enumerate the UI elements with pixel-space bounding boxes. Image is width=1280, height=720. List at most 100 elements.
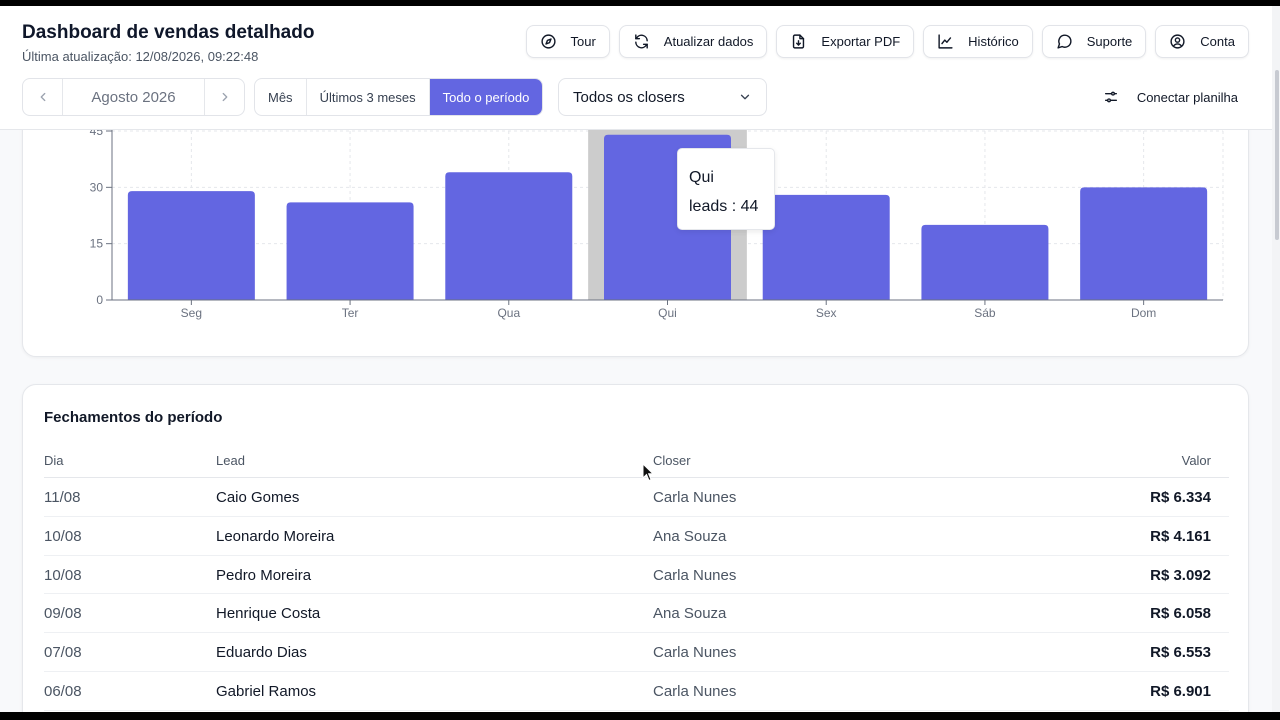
top-frame-edge [0, 0, 1280, 6]
filter-controls: Agosto 2026 Mês Últimos 3 meses Todo o p… [22, 78, 1250, 116]
compass-icon [540, 34, 556, 49]
chevron-left-icon [40, 92, 45, 102]
connect-sheet-label: Conectar planilha [1136, 89, 1238, 105]
cell-dia: 10/08 [44, 527, 82, 545]
prev-month-button[interactable] [23, 79, 62, 115]
bottom-frame-edge [0, 712, 1280, 720]
chart-tooltip: Qui leads : 44 [677, 148, 775, 230]
x-tick-label: Ter [342, 306, 359, 320]
tour-button[interactable]: Tour [525, 25, 610, 58]
x-tick-label: Sáb [974, 306, 996, 320]
cell-closer: Carla Nunes [653, 644, 737, 662]
column-header-closer[interactable]: Closer [653, 453, 691, 468]
tooltip-value: leads : 44 [689, 198, 759, 215]
table-row[interactable]: 09/08 Henrique Costa Ana Souza R$ 6.058 [44, 594, 1229, 634]
chevron-right-icon [222, 92, 227, 102]
cell-lead: Leonardo Moreira [216, 527, 335, 545]
x-tick-label: Qua [497, 306, 520, 320]
table-row[interactable]: 06/08 Gabriel Ramos Carla Nunes R$ 6.901 [44, 672, 1229, 711]
chat-bubble-icon [1057, 34, 1072, 49]
x-tick-label: Seg [181, 306, 202, 320]
x-tick-label: Sex [816, 306, 837, 320]
x-tick-label: Dom [1131, 306, 1156, 320]
table-row[interactable]: 07/08 Eduardo Dias Carla Nunes R$ 6.553 [44, 633, 1229, 672]
cell-dia: 07/08 [44, 644, 82, 662]
history-button[interactable]: Histórico [923, 25, 1033, 58]
export-pdf-label: Exportar PDF [821, 34, 901, 49]
line-chart-icon [938, 34, 953, 49]
cell-lead: Eduardo Dias [216, 644, 307, 662]
cell-dia: 06/08 [44, 682, 82, 700]
page-title: Dashboard de vendas detalhado [22, 22, 315, 43]
refresh-data-label: Atualizar dados [663, 34, 754, 49]
bar-sex [762, 194, 890, 300]
cell-valor: R$ 4.161 [1150, 527, 1211, 545]
y-tick-label: 30 [90, 180, 104, 194]
cell-closer: Carla Nunes [653, 566, 737, 584]
support-button[interactable]: Suporte [1041, 25, 1147, 58]
cell-valor: R$ 6.334 [1150, 489, 1211, 506]
cell-dia: 11/08 [44, 489, 81, 506]
chevron-down-icon [740, 94, 750, 100]
refresh-data-button[interactable]: Atualizar dados [618, 25, 768, 58]
header-actions: Tour Atualizar dados Exportar PDF Histór… [525, 25, 1249, 58]
scrollbar-thumb[interactable] [1275, 70, 1279, 240]
y-tick-label: 0 [96, 293, 103, 307]
mouse-cursor-icon [642, 463, 654, 482]
support-label: Suporte [1086, 34, 1133, 49]
next-month-button[interactable] [205, 79, 244, 115]
period-month-tab[interactable]: Mês [255, 79, 307, 115]
table-row[interactable]: 10/08 Leonardo Moreira Ana Souza R$ 4.16… [44, 517, 1229, 556]
y-tick-label: 15 [90, 237, 104, 251]
period-all-time-tab[interactable]: Todo o período [429, 79, 543, 115]
cell-valor: R$ 6.901 [1150, 682, 1211, 700]
table-header: Dia Lead Closer Valor [44, 447, 1229, 478]
cell-valor: R$ 6.553 [1150, 644, 1211, 662]
connect-sheet-button[interactable]: Conectar planilha [1103, 78, 1238, 116]
user-circle-icon [1170, 34, 1185, 49]
x-tick-label: Qui [658, 306, 677, 320]
account-button[interactable]: Conta [1155, 25, 1249, 58]
current-month: Agosto 2026 [62, 79, 205, 115]
closer-select-value: Todos os closers [573, 88, 685, 106]
cell-valor: R$ 3.092 [1150, 566, 1211, 584]
dashboard-header: Dashboard de vendas detalhado Última atu… [0, 6, 1272, 130]
file-pdf-icon [793, 34, 805, 49]
account-label: Conta [1200, 34, 1235, 49]
cell-lead: Caio Gomes [216, 489, 300, 506]
cell-valor: R$ 6.058 [1150, 605, 1211, 623]
cell-closer: Carla Nunes [653, 682, 737, 700]
export-pdf-button[interactable]: Exportar PDF [776, 25, 915, 58]
sliders-icon [1104, 91, 1117, 103]
cell-lead: Gabriel Ramos [216, 682, 317, 700]
tour-label: Tour [570, 34, 596, 49]
cell-dia: 10/08 [44, 566, 82, 584]
table-row[interactable]: 11/08 Caio Gomes Carla Nunes R$ 6.334 [44, 478, 1229, 517]
column-header-dia[interactable]: Dia [44, 453, 64, 468]
scrollbar-track[interactable] [1272, 6, 1280, 712]
history-label: Histórico [968, 34, 1019, 49]
bar-sáb [921, 224, 1049, 300]
bar-dom [1080, 187, 1208, 300]
table-row[interactable]: 10/08 Pedro Moreira Carla Nunes R$ 3.092 [44, 556, 1229, 595]
column-header-lead[interactable]: Lead [216, 453, 245, 468]
period-last-3-months-tab[interactable]: Últimos 3 meses [307, 79, 430, 115]
closer-select[interactable]: Todos os closers [558, 78, 767, 116]
bar-qua [445, 172, 573, 300]
cell-lead: Pedro Moreira [216, 566, 312, 584]
cell-dia: 09/08 [44, 605, 82, 623]
closings-title: Fechamentos do período [44, 409, 223, 426]
cell-closer: Ana Souza [653, 605, 727, 623]
bar-ter [286, 202, 414, 300]
period-toggle: Mês Últimos 3 meses Todo o período [254, 78, 544, 116]
month-navigator: Agosto 2026 [22, 78, 245, 116]
bar-seg [127, 191, 255, 300]
closings-card: Fechamentos do período Dia Lead Closer V… [22, 384, 1249, 720]
cell-closer: Ana Souza [653, 527, 727, 545]
cell-closer: Carla Nunes [653, 489, 737, 506]
tooltip-title: Qui [689, 169, 714, 186]
cell-lead: Henrique Costa [216, 605, 321, 623]
column-header-valor[interactable]: Valor [1181, 453, 1211, 468]
table-body: 11/08 Caio Gomes Carla Nunes R$ 6.334 10… [44, 478, 1229, 711]
